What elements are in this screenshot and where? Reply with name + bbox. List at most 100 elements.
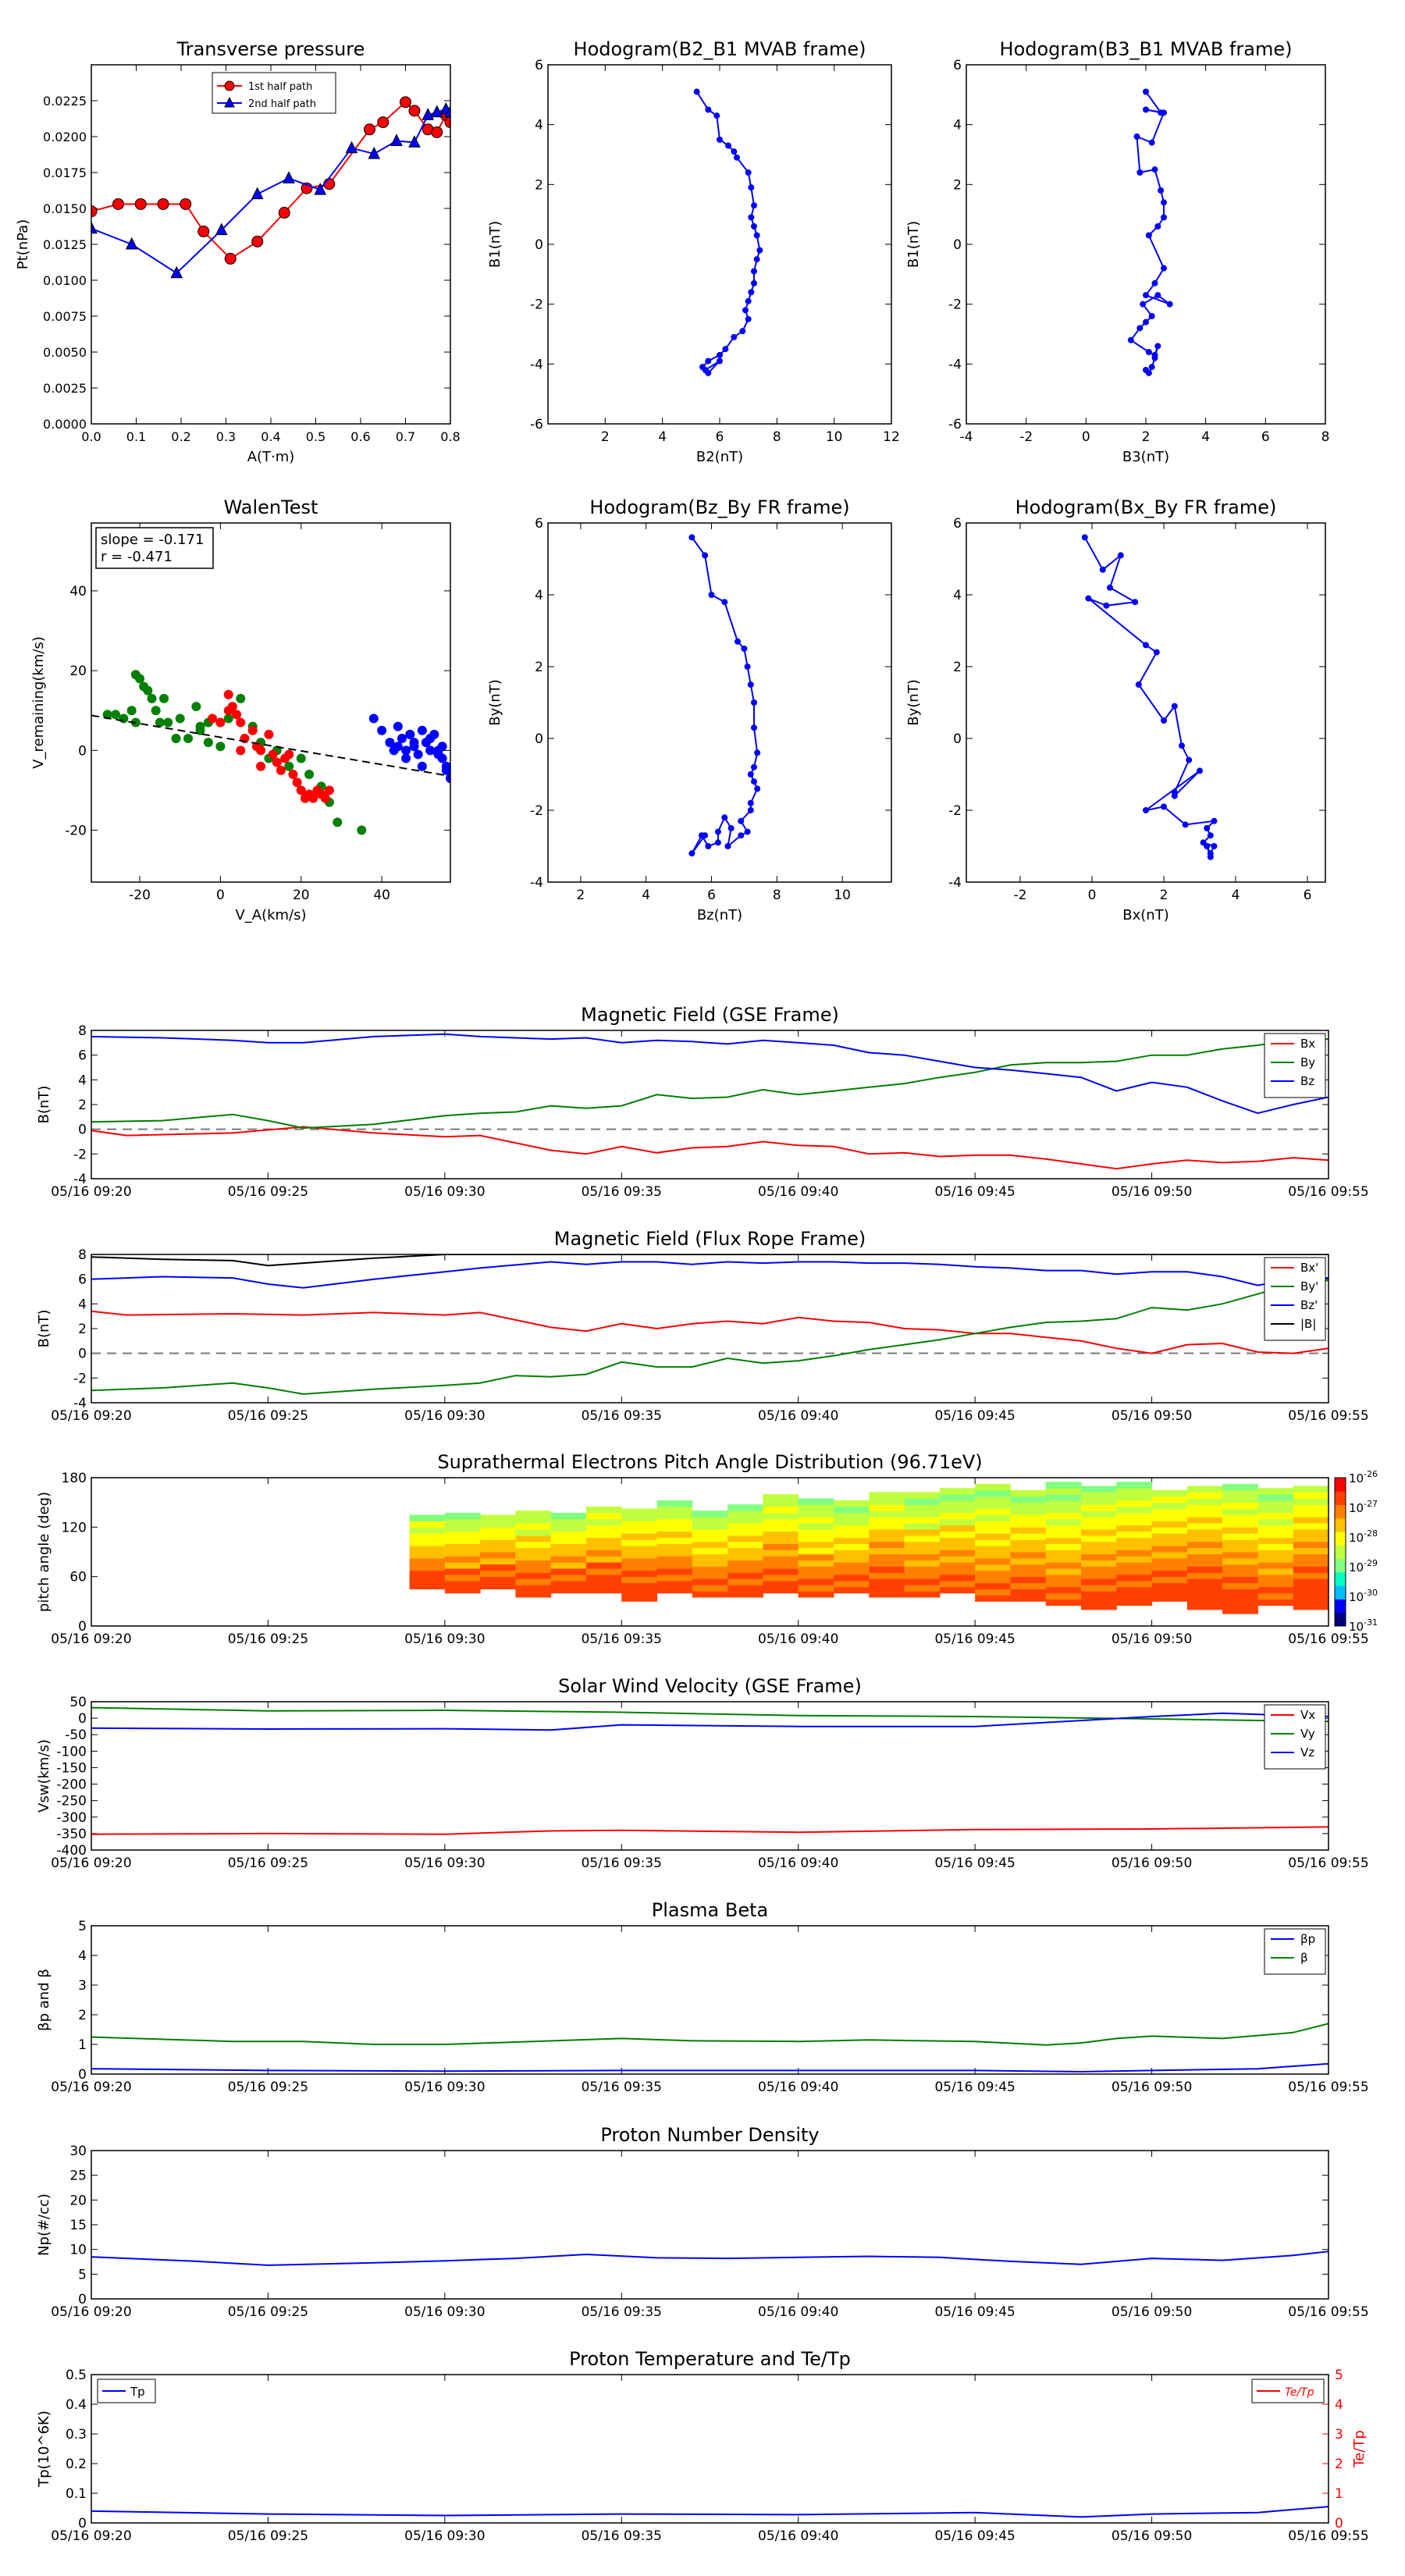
legend-label: |B| [1300, 1317, 1316, 1331]
data-point [751, 202, 757, 209]
data-point [357, 825, 367, 835]
heatmap-cell [975, 1557, 1011, 1565]
x-axis-label: A(T·m) [247, 449, 295, 465]
y-tick-label: 15 [69, 2218, 87, 2233]
heatmap-cell [1081, 1572, 1117, 1579]
heatmap-cell [727, 1591, 763, 1598]
data-point [748, 184, 755, 191]
heatmap-cell [1293, 1535, 1329, 1542]
y-tick-label: -350 [56, 1827, 87, 1842]
heatmap-cell [586, 1580, 622, 1588]
data-point [751, 763, 757, 770]
legend-label: Te/Tp [1285, 2386, 1314, 2399]
x-tick-label: 05/16 09:50 [1112, 1408, 1192, 1424]
heatmap-cell [515, 1572, 552, 1579]
series-line [91, 101, 450, 260]
data-point [1143, 367, 1149, 373]
heatmap-cell [1116, 1537, 1153, 1544]
y-tick-label: 4 [78, 1297, 87, 1312]
heatmap-cell [1222, 1521, 1258, 1528]
chart-4: Hodogram(Bz_By FR frame) 2 4 6 8 10 -4 -2 0 2 4 6 Bz… [487, 496, 892, 923]
x-tick-label: 4 [642, 888, 650, 903]
heatmap-cell [1222, 1483, 1258, 1491]
heatmap-cell [975, 1564, 1011, 1571]
x-tick-label: 05/16 09:20 [51, 1631, 131, 1647]
y-tick-label: -2 [530, 803, 543, 819]
series-line [91, 2506, 1329, 2518]
y-tick-label: 6 [78, 1272, 87, 1288]
heatmap-cell [1151, 1496, 1188, 1503]
data-point [377, 116, 389, 129]
heatmap-cell [939, 1562, 976, 1569]
x-tick-label: 05/16 09:50 [1112, 1856, 1192, 1871]
heatmap-cell [1186, 1585, 1223, 1592]
heatmap-cell [1081, 1523, 1117, 1530]
y-tick-label: 60 [69, 1570, 87, 1585]
data-point [731, 333, 738, 340]
y-tick-label: 20 [69, 2193, 87, 2208]
heatmap-cell [798, 1553, 834, 1561]
x-tick-label: -20 [129, 888, 151, 903]
chart-title: Magnetic Field (Flux Rope Frame) [554, 1228, 866, 1250]
heatmap-cell [1222, 1508, 1258, 1515]
data-point [417, 761, 427, 771]
heatmap-cell [1116, 1518, 1153, 1526]
data-point [422, 108, 435, 120]
heatmap-cell [727, 1566, 763, 1573]
heatmap-cell [1257, 1586, 1294, 1594]
heatmap-cell [1186, 1597, 1223, 1604]
y-tick-label: 0.2 [66, 2457, 87, 2472]
x-tick-label: 05/16 09:30 [404, 2528, 485, 2544]
y-tick-label: 20 [69, 664, 87, 679]
x-tick-label: 0.5 [306, 429, 325, 444]
x-axis-label: V_A(km/s) [235, 907, 306, 923]
heatmap-cell [515, 1517, 552, 1524]
legend-label: 1st half path [248, 81, 312, 93]
heatmap-cell [692, 1578, 728, 1585]
data-point [747, 807, 754, 813]
data-point [264, 729, 274, 739]
heatmap-cell [1222, 1552, 1258, 1559]
data-point [256, 745, 266, 756]
heatmap-cells [409, 1482, 1329, 1614]
heatmap-cell [656, 1543, 693, 1550]
data-point [421, 738, 431, 748]
heatmap-cell [1186, 1504, 1223, 1511]
heatmap-cell [586, 1506, 622, 1514]
heatmap-cell [515, 1553, 552, 1561]
data-point [702, 367, 709, 373]
data-point [170, 265, 183, 279]
data-point [1207, 832, 1214, 839]
data-point [288, 770, 298, 779]
x-tick-label: 05/16 09:50 [1112, 1631, 1192, 1647]
y-axis-label: B1(nT) [487, 221, 503, 268]
heatmap-cell [409, 1564, 446, 1571]
data-point [171, 734, 181, 743]
heatmap-cell [444, 1518, 481, 1526]
heatmap-cell [656, 1574, 693, 1582]
heatmap-cell [763, 1537, 799, 1544]
data-point [1151, 354, 1158, 361]
heatmap-cell [656, 1518, 693, 1526]
data-point [134, 197, 147, 210]
series-0 [1127, 88, 1173, 376]
heatmap-cell [1222, 1527, 1258, 1534]
heatmap-cell [798, 1523, 834, 1530]
heatmap-cell [621, 1552, 658, 1559]
series-0 [688, 534, 761, 857]
plot-frame [966, 522, 1326, 883]
heatmap-cell [1081, 1492, 1117, 1499]
x-tick-label: 0 [1082, 429, 1090, 445]
heatmap-cell [1151, 1514, 1188, 1521]
heatmap-cell [763, 1525, 799, 1532]
y-tick-label: -4 [73, 1172, 87, 1187]
heatmap-cell [763, 1531, 799, 1539]
data-point [744, 664, 751, 670]
data-point [1143, 318, 1149, 326]
heatmap-cell [869, 1547, 905, 1555]
heatmap-cell [1081, 1510, 1117, 1517]
data-point [1154, 292, 1161, 299]
heatmap-cell [869, 1560, 905, 1567]
colorbar-frame [1334, 1477, 1346, 1627]
heatmap-cell [1045, 1506, 1082, 1514]
